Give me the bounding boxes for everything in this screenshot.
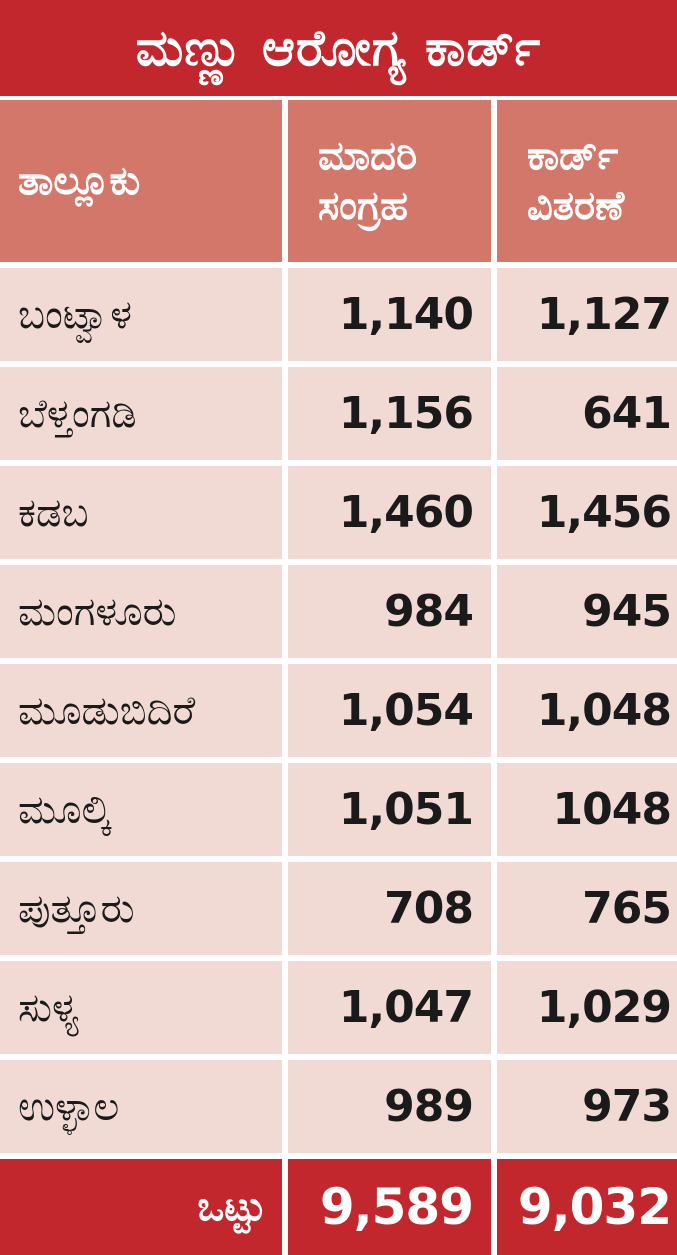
header-card-line2: ವಿತರಣೆ xyxy=(527,183,625,229)
row-sample-value: 1,460 xyxy=(288,466,491,559)
row-card-value: 945 xyxy=(497,565,677,658)
row-card-value: 1,029 xyxy=(497,961,677,1054)
column-header-taluk: ತಾಲ್ಲೂಕು xyxy=(0,100,282,262)
data-table: ತಾಲ್ಲೂಕು ಮಾದರಿ ಸಂಗ್ರಹ ಕಾರ್ಡ್ ವಿತರಣೆ ಬಂಟ್… xyxy=(0,100,677,1255)
row-taluk-name: ಬೆಳ್ತಂಗಡಿ xyxy=(0,367,282,460)
row-card-value: 641 xyxy=(497,367,677,460)
row-taluk-name: ಉಳ್ಳಾಲ xyxy=(0,1060,282,1153)
row-taluk-name: ಮೂಲ್ಕಿ xyxy=(0,763,282,856)
row-sample-value: 989 xyxy=(288,1060,491,1153)
row-card-value: 1048 xyxy=(497,763,677,856)
row-taluk-name: ಕಡಬ xyxy=(0,466,282,559)
row-sample-value: 708 xyxy=(288,862,491,955)
row-card-value: 765 xyxy=(497,862,677,955)
row-taluk-name: ಬಂಟ್ವಾಳ xyxy=(0,268,282,361)
table-title: ಮಣ್ಣು ಆರೋಗ್ಯ ಕಾರ್ಡ್ xyxy=(0,0,677,96)
total-card-value: 9,032 xyxy=(497,1159,677,1255)
total-sample-value: 9,589 xyxy=(288,1159,491,1255)
column-header-card-distribution: ಕಾರ್ಡ್ ವಿತರಣೆ xyxy=(497,100,677,262)
row-sample-value: 1,156 xyxy=(288,367,491,460)
header-sample-line2: ಸಂಗ್ರಹ xyxy=(318,183,408,229)
row-sample-value: 1,054 xyxy=(288,664,491,757)
row-sample-value: 1,140 xyxy=(288,268,491,361)
row-taluk-name: ಪುತ್ತೂರು xyxy=(0,862,282,955)
row-sample-value: 1,051 xyxy=(288,763,491,856)
row-card-value: 1,048 xyxy=(497,664,677,757)
row-sample-value: 984 xyxy=(288,565,491,658)
column-header-sample-collection: ಮಾದರಿ ಸಂಗ್ರಹ xyxy=(288,100,491,262)
header-sample-line1: ಮಾದರಿ xyxy=(318,133,418,179)
header-card-line1: ಕಾರ್ಡ್ xyxy=(527,133,619,179)
row-taluk-name: ಮಂಗಳೂರು xyxy=(0,565,282,658)
row-card-value: 973 xyxy=(497,1060,677,1153)
row-card-value: 1,456 xyxy=(497,466,677,559)
row-taluk-name: ಮೂಡುಬಿದಿರೆ xyxy=(0,664,282,757)
total-label: ಒಟ್ಟು xyxy=(0,1159,282,1255)
row-card-value: 1,127 xyxy=(497,268,677,361)
row-taluk-name: ಸುಳ್ಯ xyxy=(0,961,282,1054)
row-sample-value: 1,047 xyxy=(288,961,491,1054)
